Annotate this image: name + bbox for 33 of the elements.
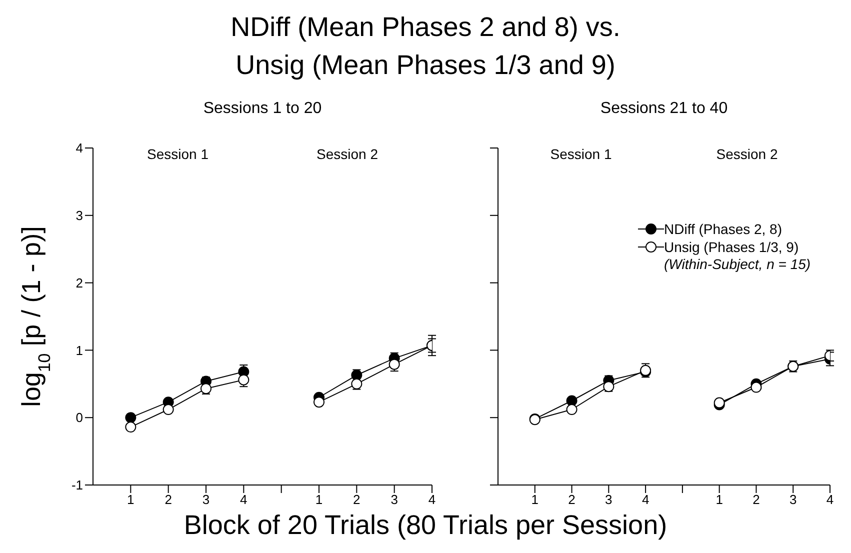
annotation: Session 2 — [316, 146, 379, 162]
x-axis-title: Block of 20 Trials (80 Trials per Session) — [182, 510, 668, 541]
annotation: Session 1 — [146, 146, 210, 162]
x-tick-label: 4 — [240, 492, 248, 508]
x-tick-label: 2 — [752, 492, 760, 508]
x-tick-label: 4 — [428, 492, 436, 508]
x-tick-label: 1 — [716, 492, 723, 508]
x-tick-label: 1 — [127, 492, 134, 508]
x-tick-label: 3 — [390, 492, 398, 508]
x-tick-label: 1 — [531, 492, 539, 508]
annotation: (Within-Subject, n = 15) — [663, 256, 812, 272]
x-tick-label: 3 — [789, 492, 797, 508]
chart-subtitle: Sessions 1 to 20 — [202, 100, 323, 118]
x-tick-label: 3 — [605, 492, 612, 508]
y-tick-label: 3 — [76, 208, 83, 224]
y-tick-label: 2 — [76, 275, 83, 290]
x-tick-label: 1 — [315, 492, 323, 508]
legend-label: NDiff (Phases 2, 8) — [664, 221, 782, 237]
x-tick-label: 2 — [353, 492, 360, 508]
chart-title: NDiff (Mean Phases 2 and 8) vs. Unsig (Mean Phases 1/3 and 9) — [230, 11, 622, 82]
x-tick-label: 2 — [568, 492, 576, 508]
y-tick-label: -1 — [71, 478, 83, 493]
annotation: Session 2 — [715, 146, 779, 162]
annotation: Session 1 — [549, 146, 613, 162]
legend-label: Unsig (Phases 1/3, 9) — [664, 239, 799, 255]
x-tick-label: 4 — [826, 492, 834, 508]
x-tick-label: 2 — [164, 492, 172, 508]
chart-subtitle: Sessions 21 to 40 — [599, 100, 729, 118]
y-tick-label: 4 — [76, 140, 83, 156]
x-tick-label: 4 — [642, 492, 650, 508]
y-tick-label: 1 — [76, 342, 83, 358]
x-tick-label: 3 — [202, 492, 210, 508]
y-tick-label: 0 — [76, 410, 83, 426]
